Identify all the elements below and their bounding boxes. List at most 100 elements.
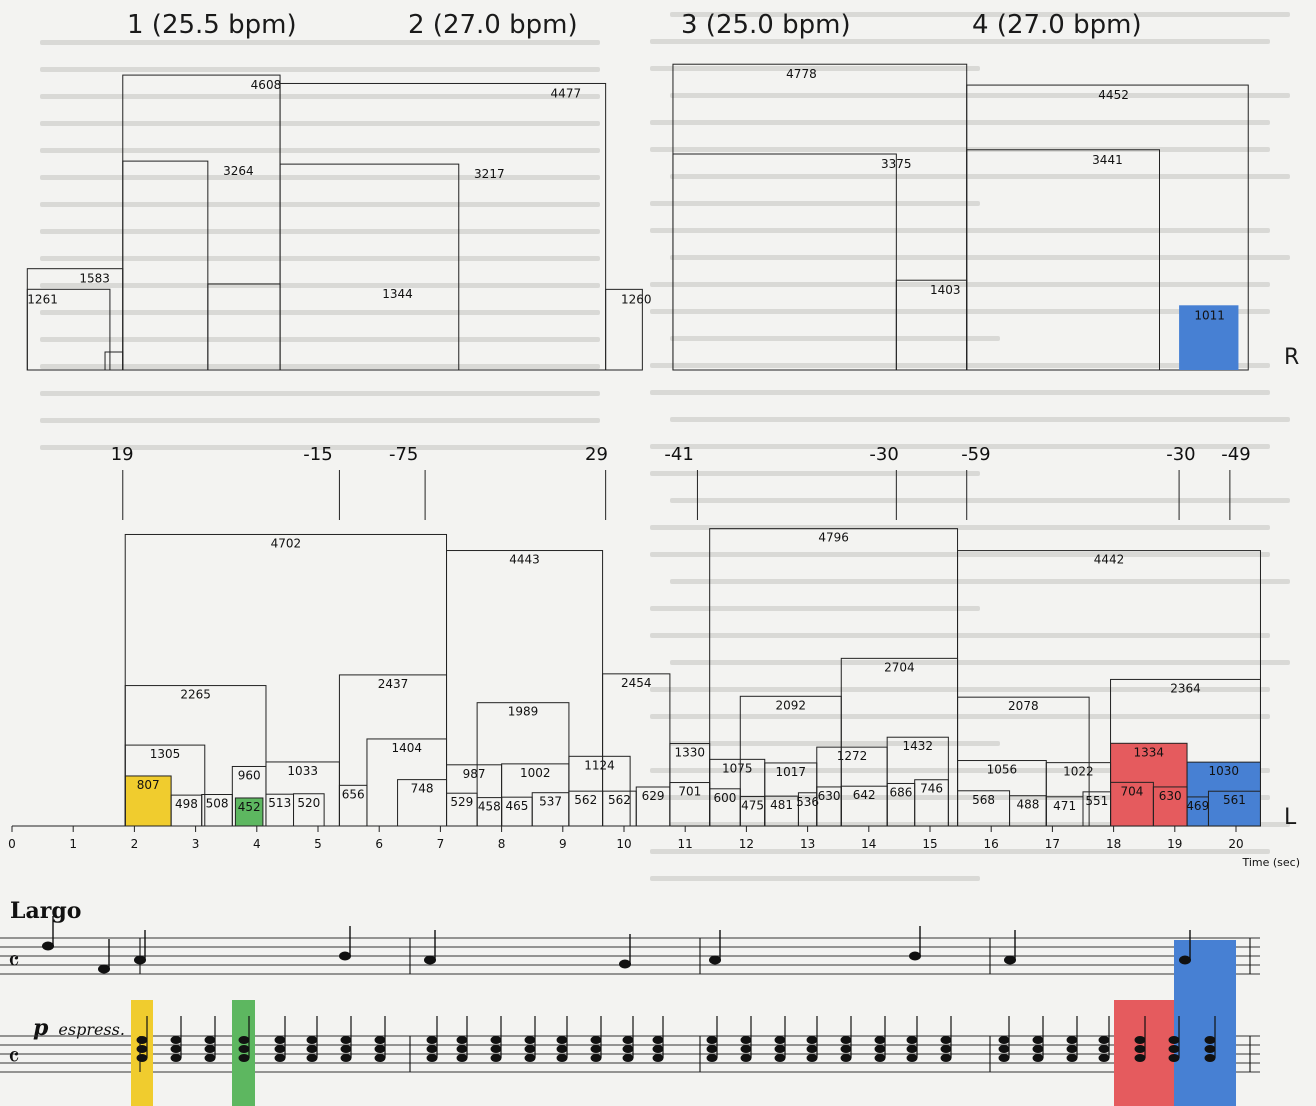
ghost-line <box>40 121 600 126</box>
chord-note <box>1066 1045 1078 1053</box>
x-tick-label: 3 <box>192 837 200 851</box>
chord-note <box>238 1045 250 1053</box>
rh-value-label: 4608 <box>251 78 282 92</box>
deviation-label: -41 <box>664 444 693 465</box>
chord-note <box>204 1036 216 1044</box>
score-highlight-green <box>232 1000 255 1106</box>
lh-value-label: 630 <box>818 789 841 803</box>
chord-note <box>426 1045 438 1053</box>
chord-note <box>340 1054 352 1062</box>
deviation-label: -49 <box>1221 444 1250 465</box>
rh-bar <box>672 63 968 371</box>
chord-note <box>740 1045 752 1053</box>
chord-note <box>806 1036 818 1044</box>
chord-note <box>1032 1054 1044 1062</box>
ghost-line <box>40 418 600 423</box>
x-tick-label: 16 <box>984 837 999 851</box>
ghost-line <box>650 849 1270 854</box>
rh-bar <box>279 163 460 371</box>
rh-value-label: 1583 <box>79 272 110 286</box>
chord-note <box>774 1036 786 1044</box>
note-head <box>709 955 721 965</box>
lh-value-label: 508 <box>206 797 229 811</box>
lh-bar <box>446 550 604 827</box>
ghost-line <box>650 390 1270 395</box>
rh-value-label: 3441 <box>1092 153 1123 167</box>
chord-note <box>1204 1045 1216 1053</box>
chord-note <box>170 1036 182 1044</box>
ghost-line <box>670 174 1290 179</box>
chord-note <box>706 1045 718 1053</box>
ghost-line <box>40 94 600 99</box>
x-tick-label: 18 <box>1106 837 1121 851</box>
lh-value-label: 807 <box>137 778 160 792</box>
lh-value-label: 2265 <box>180 688 211 702</box>
ghost-line <box>40 229 600 234</box>
chord-note <box>740 1036 752 1044</box>
rh-value-label: 1011 <box>1194 308 1225 322</box>
chord-note <box>136 1045 148 1053</box>
chord-note <box>706 1036 718 1044</box>
ghost-line <box>670 336 1000 341</box>
lh-value-label: 2437 <box>378 677 409 691</box>
x-tick-label: 2 <box>131 837 139 851</box>
lh-value-label: 987 <box>463 767 486 781</box>
x-tick-label: 9 <box>559 837 567 851</box>
rh-bar <box>1179 305 1239 370</box>
ghost-line <box>40 67 600 72</box>
rh-value-label: 1344 <box>382 287 413 301</box>
x-tick-label: 12 <box>739 837 754 851</box>
lh-value-label: 4702 <box>271 536 302 550</box>
chord-note <box>274 1045 286 1053</box>
lh-value-label: 2704 <box>884 660 915 674</box>
lh-value-label: 529 <box>450 795 473 809</box>
ghost-line <box>670 12 1290 17</box>
lh-value-label: 746 <box>920 782 943 796</box>
rh-value-label: 1260 <box>621 292 652 306</box>
lh-value-label: 1404 <box>391 741 422 755</box>
rh-value-label: 4452 <box>1098 88 1129 102</box>
chord-note <box>170 1045 182 1053</box>
rh-value-label: 3375 <box>881 157 912 171</box>
rh-bar <box>966 149 1160 371</box>
rh-bar <box>122 160 209 371</box>
ghost-line <box>40 445 600 450</box>
chord-note <box>556 1045 568 1053</box>
chord-note <box>1168 1036 1180 1044</box>
chord-note <box>874 1045 886 1053</box>
lh-value-label: 4443 <box>509 553 540 567</box>
rh-value-label: 1261 <box>27 292 58 306</box>
ghost-line <box>650 363 1270 368</box>
lh-value-label: 1272 <box>837 749 868 763</box>
note-head <box>339 951 351 961</box>
deviation-label: -15 <box>303 444 332 465</box>
lh-bar-fill <box>1153 786 1188 826</box>
ghost-line <box>650 525 1270 530</box>
score-highlight-blue <box>1174 940 1236 1010</box>
chord-note <box>456 1054 468 1062</box>
chord-note <box>940 1054 952 1062</box>
time-signature: 𝄴 <box>8 947 20 977</box>
x-tick-label: 17 <box>1045 837 1060 851</box>
rh-bar <box>104 351 124 371</box>
chord-note <box>456 1036 468 1044</box>
lh-value-label: 748 <box>411 782 434 796</box>
rh-value-label: 3264 <box>223 164 254 178</box>
lh-value-label: 686 <box>889 785 912 799</box>
lh-value-label: 1022 <box>1063 765 1094 779</box>
x-tick-label: 10 <box>616 837 631 851</box>
x-tick-label: 15 <box>922 837 937 851</box>
chord-note <box>1032 1045 1044 1053</box>
ghost-line <box>650 201 980 206</box>
chord-note <box>1134 1036 1146 1044</box>
chord-note <box>874 1036 886 1044</box>
chord-note <box>490 1045 502 1053</box>
chord-note <box>274 1036 286 1044</box>
lh-value-label: 488 <box>1016 798 1039 812</box>
phrase-3-label: 3 (25.0 bpm) <box>681 10 851 40</box>
lh-value-label: 2092 <box>775 698 806 712</box>
chord-note <box>1032 1036 1044 1044</box>
lh-value-label: 1075 <box>722 761 753 775</box>
lh-value-label: 513 <box>268 796 291 810</box>
